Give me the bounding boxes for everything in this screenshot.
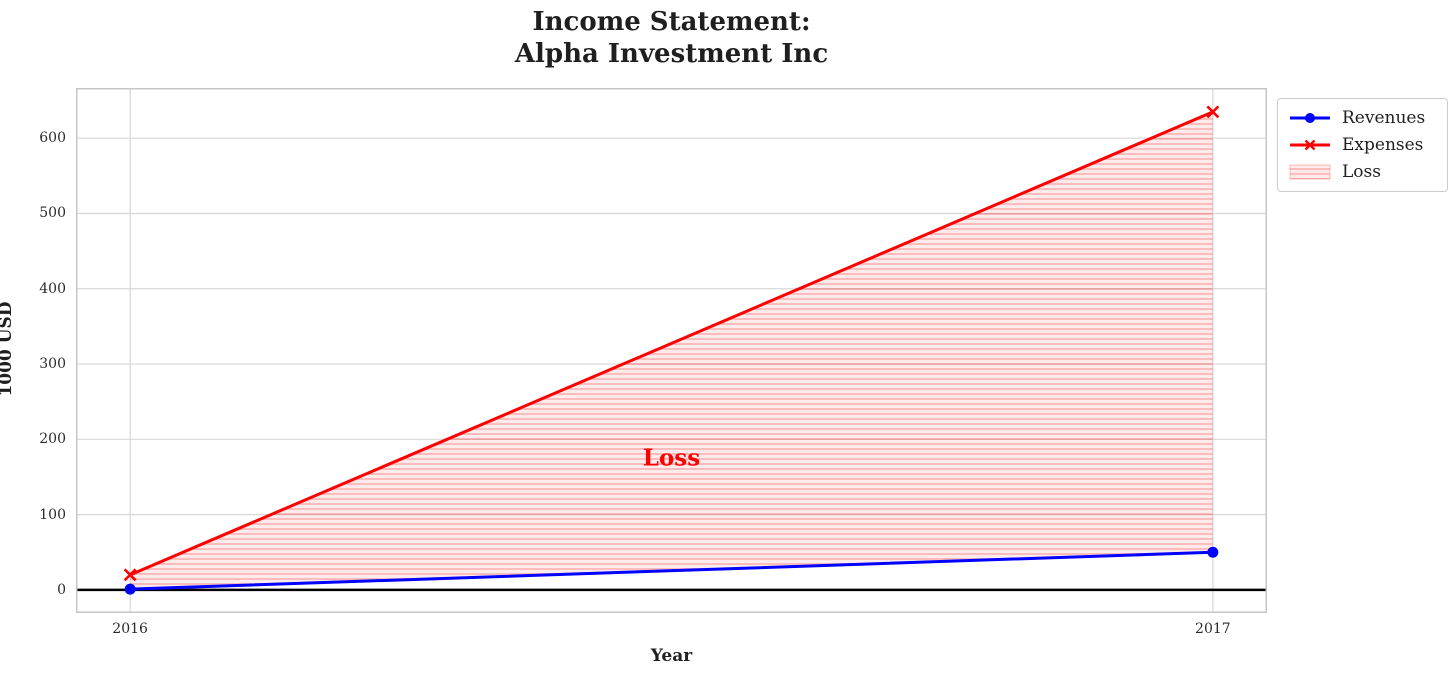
y-tick-label: 300 bbox=[39, 356, 66, 373]
x-tick-label: 2017 bbox=[1195, 621, 1231, 637]
legend-label: Revenues bbox=[1342, 108, 1426, 128]
x-axis-ticks: 2016 2017 bbox=[76, 613, 1267, 641]
y-tick-label: 100 bbox=[39, 506, 66, 523]
legend-swatch-expenses bbox=[1290, 139, 1330, 151]
legend-label: Expenses bbox=[1342, 135, 1424, 155]
legend-item-revenues: Revenues bbox=[1288, 107, 1437, 129]
legend: Revenues Expenses Loss bbox=[1277, 98, 1448, 192]
x-axis-label: Year bbox=[650, 646, 693, 666]
y-axis-ticks: 0 100 200 300 400 500 600 bbox=[0, 88, 66, 613]
loss-annotation: Loss bbox=[642, 444, 701, 472]
legend-swatch-revenues bbox=[1290, 113, 1330, 123]
y-tick-label: 400 bbox=[39, 280, 66, 297]
legend-item-loss: Loss bbox=[1288, 161, 1437, 183]
y-tick-label: 200 bbox=[39, 431, 66, 448]
y-tick-label: 600 bbox=[39, 130, 66, 147]
chart-title: Income Statement: Alpha Investment Inc bbox=[514, 7, 829, 69]
legend-label: Loss bbox=[1342, 162, 1381, 182]
legend-swatch-loss bbox=[1289, 164, 1331, 180]
y-tick-label: 500 bbox=[39, 205, 66, 222]
y-tick-label: 0 bbox=[57, 581, 66, 598]
plot-area: Loss bbox=[76, 88, 1267, 613]
x-tick-label: 2016 bbox=[112, 621, 148, 637]
legend-item-expenses: Expenses bbox=[1288, 134, 1437, 156]
